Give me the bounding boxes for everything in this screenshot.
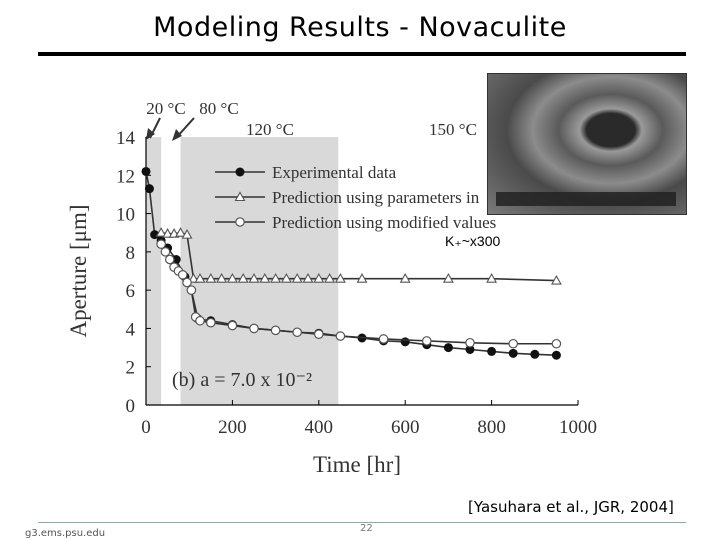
experimental-point-0 xyxy=(141,166,151,176)
slide-title: Modeling Results - Novaculite xyxy=(153,12,567,43)
y-tick-label-12: 12 xyxy=(116,166,135,187)
y-axis-label: Aperture [μm] xyxy=(66,204,91,337)
shaded-region-0 xyxy=(146,137,162,405)
x-tick-label-600: 600 xyxy=(391,417,420,438)
modified-prediction-point-11 xyxy=(227,320,238,331)
parameter-prediction-point-1 xyxy=(162,228,174,238)
legend-label-1: Prediction using parameters in xyxy=(272,188,480,207)
parameter-prediction-point-21 xyxy=(399,273,411,283)
legend-marker-0 xyxy=(235,167,245,177)
temperature-label-1: 80 °C xyxy=(199,99,238,118)
x-tick-label-200: 200 xyxy=(218,417,247,438)
y-tick-label-4: 4 xyxy=(126,319,136,340)
parameter-prediction-point-12 xyxy=(259,273,271,283)
parameter-prediction-point-24 xyxy=(550,274,562,285)
modified-prediction-point-16 xyxy=(335,331,346,341)
modified-prediction-point-12 xyxy=(249,323,259,334)
parameter-prediction-point-18 xyxy=(324,273,336,283)
temperature-label-3: 150 °C xyxy=(429,120,477,139)
x-axis-label: Time [hr] xyxy=(313,452,401,477)
parameter-prediction-point-6 xyxy=(194,273,206,283)
experimental-point-24 xyxy=(530,349,540,359)
modified-prediction-point-20 xyxy=(508,338,518,349)
parameter-prediction-point-20 xyxy=(356,273,368,283)
parameter-prediction-point-4 xyxy=(181,229,193,239)
experimental-point-2 xyxy=(150,230,160,240)
modified-prediction-point-13 xyxy=(270,325,281,336)
modified-prediction-point-5 xyxy=(177,270,188,280)
parameter-prediction-point-5 xyxy=(188,273,199,283)
y-tick-label-14: 14 xyxy=(116,128,136,149)
modified-prediction-point-7 xyxy=(186,285,197,295)
modified-prediction-point-2 xyxy=(164,254,175,265)
parameter-prediction-point-14 xyxy=(280,273,292,283)
x-tick-label-800: 800 xyxy=(477,417,506,438)
experimental-point-23 xyxy=(508,348,518,358)
x-tick-label-1000: 1000 xyxy=(559,417,597,438)
legend-label-2: Prediction using modified values xyxy=(272,213,496,232)
parameter-prediction-point-15 xyxy=(291,273,303,283)
temperature-label-2: 120 °C xyxy=(246,120,294,139)
modified-prediction-point-9 xyxy=(195,315,205,326)
footer-source: g3.ems.psu.edu xyxy=(25,528,106,539)
parameter-prediction-point-0 xyxy=(155,227,167,237)
x-tick-label-0: 0 xyxy=(141,417,151,438)
legend-marker-1 xyxy=(234,191,246,202)
modified-prediction-point-21 xyxy=(551,338,562,349)
parameter-prediction-point-9 xyxy=(226,273,238,283)
sem-micrograph-image xyxy=(487,73,687,215)
parameter-prediction-point-19 xyxy=(334,273,346,283)
parameter-prediction-point-13 xyxy=(270,273,282,283)
modified-prediction-point-1 xyxy=(160,247,171,257)
parameter-prediction-point-11 xyxy=(248,273,260,283)
modified-prediction-point-14 xyxy=(292,327,302,338)
experimental-point-22 xyxy=(487,346,497,356)
y-tick-label-8: 8 xyxy=(126,243,136,264)
modified-prediction-point-15 xyxy=(313,329,324,339)
y-tick-label-6: 6 xyxy=(126,281,136,302)
modified-prediction-point-10 xyxy=(206,317,216,328)
y-tick-label-10: 10 xyxy=(116,205,135,226)
arrowhead-80c xyxy=(172,129,182,141)
panel-label: (b) a = 7.0 x 10⁻² xyxy=(172,369,312,391)
modified-prediction-point-0 xyxy=(156,239,166,249)
parameter-prediction-point-16 xyxy=(302,273,314,283)
x-tick-label-400: 400 xyxy=(305,417,334,438)
experimental-point-1 xyxy=(144,184,154,194)
experimental-point-25 xyxy=(551,350,561,360)
modified-prediction-point-6 xyxy=(182,277,192,288)
parameter-prediction-point-7 xyxy=(205,273,217,283)
footer-divider xyxy=(38,522,686,523)
arrowhead-20c xyxy=(146,128,155,140)
page-number: 22 xyxy=(360,523,373,534)
y-tick-label-2: 2 xyxy=(126,358,136,379)
parameter-prediction-point-3 xyxy=(175,227,187,237)
title-divider xyxy=(38,52,686,56)
parameter-prediction-point-22 xyxy=(442,273,454,283)
micrograph-caption: K₊~x300 xyxy=(445,233,501,249)
parameter-prediction-point-23 xyxy=(486,273,498,283)
modified-prediction-point-18 xyxy=(421,336,432,346)
parameter-prediction-point-10 xyxy=(237,273,249,283)
temperature-label-0: 20 °C xyxy=(146,99,185,118)
legend-marker-2 xyxy=(235,217,245,227)
legend-label-0: Experimental data xyxy=(272,163,397,182)
y-tick-label-0: 0 xyxy=(126,396,136,417)
experimental-point-20 xyxy=(443,343,453,353)
parameter-prediction-point-8 xyxy=(216,273,228,283)
experimental-point-21 xyxy=(465,344,475,354)
citation: [Yasuhara et al., JGR, 2004] xyxy=(468,498,674,516)
parameter-prediction-point-17 xyxy=(313,273,325,283)
modified-prediction-point-17 xyxy=(378,334,389,344)
modified-prediction-point-19 xyxy=(465,337,475,348)
shaded-region-1 xyxy=(180,137,339,405)
experimental-point-18 xyxy=(400,337,410,347)
